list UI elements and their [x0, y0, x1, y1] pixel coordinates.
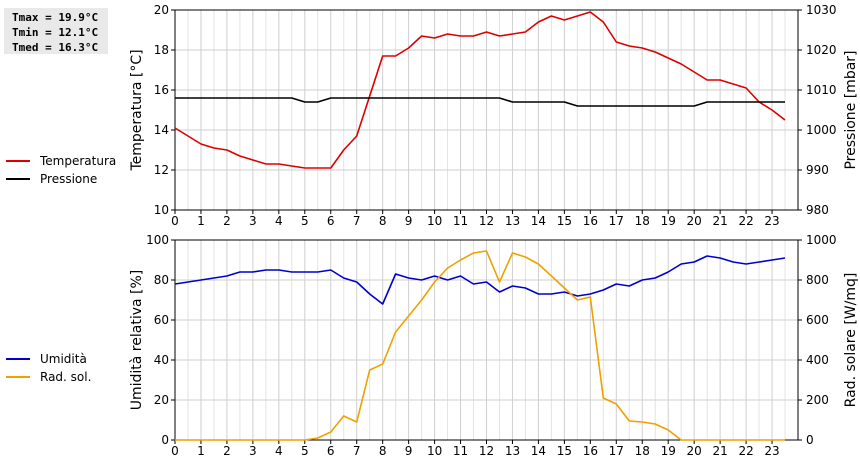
y2-tick-label: 200: [806, 393, 829, 407]
series-line-pressione: [175, 97, 785, 107]
x-tick-label: 18: [635, 444, 650, 458]
y-tick-label: 12: [154, 163, 169, 177]
tmax-label: Tmax = 19.9°C: [12, 11, 99, 24]
legend-label-umidita: Umidità: [40, 352, 87, 366]
legend-item-pressione: Pressione: [6, 170, 116, 188]
y-axis-label: Temperatura [°C]: [129, 49, 145, 171]
x-tick-label: 16: [583, 214, 598, 228]
legend-swatch-radsol: [6, 376, 30, 378]
x-tick-label: 0: [171, 214, 179, 228]
x-tick-label: 11: [453, 444, 468, 458]
x-tick-label: 1: [197, 444, 205, 458]
series-line-rad-sol: [175, 250, 785, 441]
series-line-temperatura: [174, 11, 786, 169]
x-tick-label: 2: [223, 214, 231, 228]
x-tick-label: 2: [223, 444, 231, 458]
x-tick-label: 5: [301, 444, 309, 458]
y-tick-label: 18: [154, 43, 169, 57]
x-tick-label: 3: [249, 444, 257, 458]
tmed-label: Tmed = 16.3°C: [12, 41, 99, 54]
y-tick-label: 40: [154, 353, 169, 367]
y-tick-label: 60: [154, 313, 169, 327]
x-tick-label: 22: [738, 214, 753, 228]
x-tick-label: 9: [405, 214, 413, 228]
x-tick-label: 0: [171, 444, 179, 458]
y2-tick-label: 800: [806, 273, 829, 287]
legend-swatch-temperatura: [6, 160, 30, 162]
x-tick-label: 10: [427, 214, 442, 228]
legend-bottom: Umidità Rad. sol.: [6, 350, 91, 386]
x-tick-label: 13: [505, 214, 520, 228]
legend-item-temperatura: Temperatura: [6, 152, 116, 170]
y-tick-label: 80: [154, 273, 169, 287]
x-tick-label: 23: [764, 444, 779, 458]
y2-axis-label: Pressione [mbar]: [843, 50, 859, 169]
y2-tick-label: 1000: [806, 233, 837, 247]
y-tick-label: 20: [154, 393, 169, 407]
x-tick-label: 18: [635, 214, 650, 228]
x-tick-label: 4: [275, 214, 283, 228]
x-tick-label: 20: [687, 444, 702, 458]
legend-top: Temperatura Pressione: [6, 152, 116, 188]
x-tick-label: 15: [557, 444, 572, 458]
x-tick-label: 16: [583, 444, 598, 458]
x-tick-label: 7: [353, 214, 361, 228]
x-tick-label: 1: [197, 214, 205, 228]
legend-item-umidita: Umidità: [6, 350, 91, 368]
x-tick-label: 22: [738, 444, 753, 458]
y-tick-label: 14: [154, 123, 169, 137]
x-tick-label: 17: [609, 444, 624, 458]
x-tick-label: 19: [661, 214, 676, 228]
series-line-umidit: [174, 255, 786, 305]
x-tick-label: 23: [764, 214, 779, 228]
y-tick-label: 16: [154, 83, 169, 97]
x-tick-label: 15: [557, 214, 572, 228]
x-tick-label: 4: [275, 444, 283, 458]
y2-axis-label: Rad. solare [W/mq]: [843, 273, 859, 408]
x-tick-label: 14: [531, 444, 546, 458]
x-tick-label: 8: [379, 444, 387, 458]
y2-tick-label: 1010: [806, 83, 837, 97]
y2-tick-label: 0: [806, 433, 814, 447]
y2-tick-label: 400: [806, 353, 829, 367]
x-tick-label: 5: [301, 214, 309, 228]
y2-tick-label: 1000: [806, 123, 837, 137]
y2-tick-label: 600: [806, 313, 829, 327]
tmin-label: Tmin = 12.1°C: [12, 26, 99, 39]
legend-item-radsol: Rad. sol.: [6, 368, 91, 386]
x-tick-label: 7: [353, 444, 361, 458]
legend-swatch-pressione: [6, 178, 30, 180]
y-axis-label: Umidità relativa [%]: [129, 270, 145, 411]
x-tick-label: 17: [609, 214, 624, 228]
x-tick-label: 6: [327, 214, 335, 228]
legend-label-pressione: Pressione: [40, 172, 98, 186]
x-tick-label: 8: [379, 214, 387, 228]
x-tick-label: 9: [405, 444, 413, 458]
y-tick-label: 100: [146, 233, 169, 247]
legend-label-temperatura: Temperatura: [40, 154, 117, 168]
legend-swatch-umidita: [6, 358, 30, 360]
x-tick-label: 12: [479, 214, 494, 228]
x-tick-label: 13: [505, 444, 520, 458]
y2-tick-label: 1030: [806, 3, 837, 17]
y2-tick-label: 1020: [806, 43, 837, 57]
x-tick-label: 21: [712, 214, 727, 228]
y2-tick-label: 990: [806, 163, 829, 177]
x-tick-label: 12: [479, 444, 494, 458]
y-tick-label: 10: [154, 203, 169, 217]
legend-label-radsol: Rad. sol.: [40, 370, 92, 384]
x-tick-label: 11: [453, 214, 468, 228]
x-tick-label: 21: [712, 444, 727, 458]
y-tick-label: 20: [154, 3, 169, 17]
x-tick-label: 10: [427, 444, 442, 458]
x-tick-label: 3: [249, 214, 257, 228]
stats-box: Tmax = 19.9°C Tmin = 12.1°C Tmed = 16.3°…: [4, 8, 108, 54]
x-tick-label: 19: [661, 444, 676, 458]
x-tick-label: 20: [687, 214, 702, 228]
x-tick-label: 14: [531, 214, 546, 228]
y-tick-label: 0: [161, 433, 169, 447]
y2-tick-label: 980: [806, 203, 829, 217]
x-tick-label: 6: [327, 444, 335, 458]
